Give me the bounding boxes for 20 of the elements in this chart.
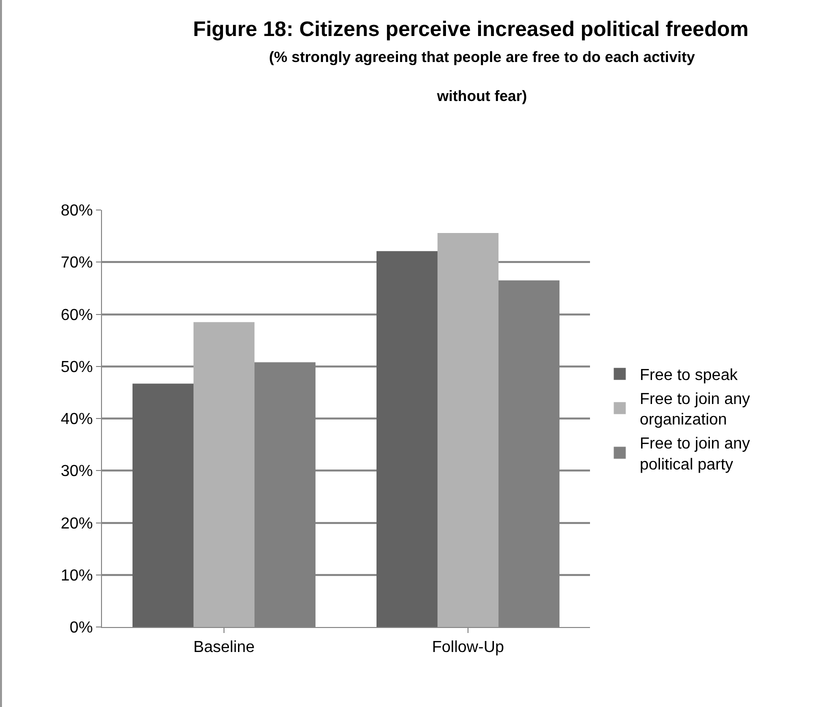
bar — [194, 322, 254, 627]
legend-label: Free to join any organization — [640, 390, 750, 429]
y-tick-label: 50% — [60, 358, 93, 376]
y-tick-label: 80% — [60, 202, 93, 220]
y-tick-label: 20% — [60, 515, 93, 532]
chart-title: Figure 18: Citizens perceive increased political freedom — [193, 18, 749, 41]
y-tick-label: 70% — [60, 254, 93, 272]
y-tick-label: 10% — [60, 567, 93, 584]
y-tick-label: 60% — [60, 306, 93, 324]
x-tick-label: Baseline — [193, 639, 255, 656]
x-tick-label: Follow-Up — [432, 639, 504, 656]
bar — [376, 251, 438, 627]
text: (% strongly agreeing that people are free to do each activity without fear) — [269, 49, 695, 105]
legend-label: Free to join any political party — [640, 436, 750, 474]
y-tick-label: 30% — [60, 463, 93, 480]
y-tick-label: 40% — [60, 411, 93, 428]
legend-label: Free to speak — [640, 367, 739, 384]
bar — [132, 384, 194, 627]
bar — [438, 232, 498, 627]
y-tick-label: 0% — [70, 620, 93, 637]
